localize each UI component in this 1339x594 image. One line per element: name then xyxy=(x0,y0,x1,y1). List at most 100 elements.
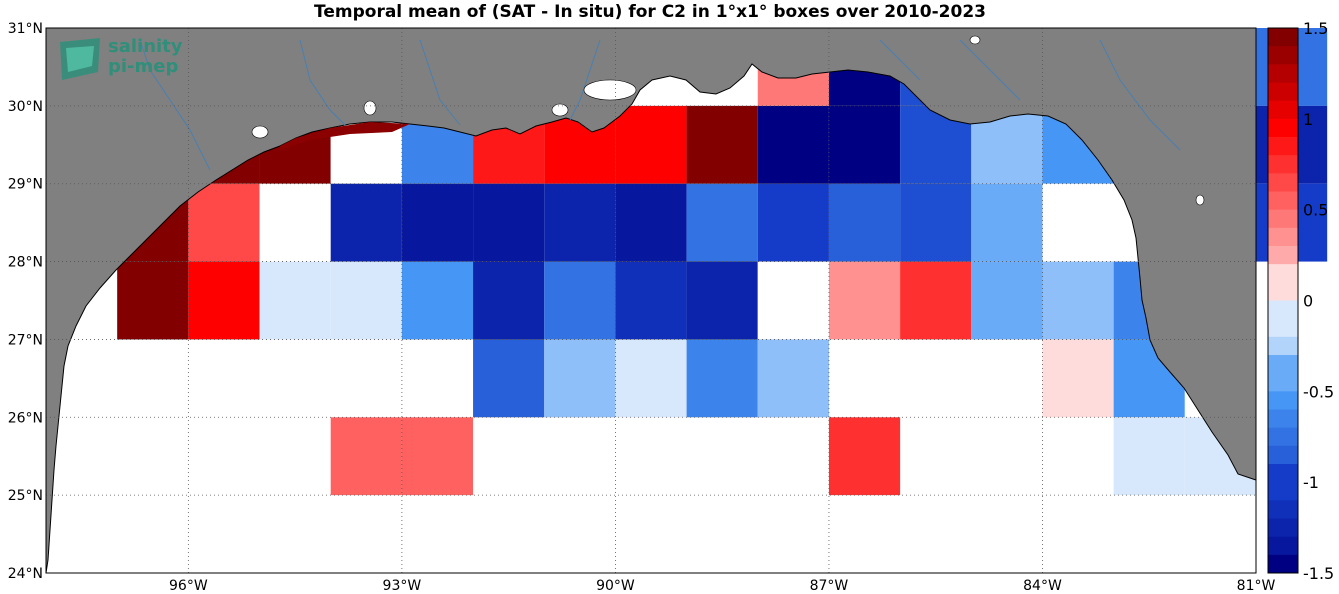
grid-cell xyxy=(1113,417,1185,496)
grid-cell xyxy=(473,183,545,262)
colorbar-block xyxy=(1268,445,1298,465)
logo-line1: salinity xyxy=(108,36,183,57)
grid-cell xyxy=(188,183,260,262)
y-tick-label: 25°N xyxy=(8,488,43,504)
colorbar-block xyxy=(1268,264,1298,283)
x-tick-label: 84°W xyxy=(1023,578,1062,594)
colorbar-tick-labels: 1.5 1 0.5 0 -0.5 -1 -1.5 xyxy=(1303,19,1334,583)
grid-cell xyxy=(544,183,616,262)
grid-cell xyxy=(473,261,545,340)
colorbar-block xyxy=(1268,191,1298,211)
colorbar-block xyxy=(1268,373,1298,392)
grid-cell xyxy=(401,261,474,340)
grid-cell xyxy=(1042,261,1114,340)
colorbar-block xyxy=(1268,500,1298,519)
grid-cell xyxy=(544,339,616,418)
grid-cell xyxy=(401,183,474,262)
colorbar-frame xyxy=(1267,27,1299,574)
salinity-pi-mep-logo: salinity pi-mep xyxy=(60,36,183,80)
y-tick-label: 29°N xyxy=(8,177,43,193)
colorbar-block xyxy=(1268,246,1298,265)
x-tick-label: 90°W xyxy=(596,578,635,594)
grid-cell xyxy=(686,339,758,418)
colorbar-tick-label: -0.5 xyxy=(1303,382,1334,401)
grid-cell xyxy=(473,339,545,418)
grid-cell xyxy=(757,183,829,262)
grid-cell xyxy=(330,183,402,262)
y-tick-label: 31°N xyxy=(8,21,43,37)
colorbar-block xyxy=(1268,300,1298,320)
x-axis-labels: 96°W 93°W 90°W 87°W 84°W 81°W xyxy=(169,578,1275,594)
colorbar-block xyxy=(1268,100,1298,120)
colorbar-block xyxy=(1268,137,1298,156)
coastal-overlay-west xyxy=(280,122,410,150)
grid-cell xyxy=(828,417,901,496)
grid-cell xyxy=(259,183,331,262)
grid-cell xyxy=(686,183,758,262)
rivers xyxy=(139,39,1181,171)
colorbar-block xyxy=(1268,155,1298,174)
grid-cell xyxy=(757,261,829,340)
y-tick-label: 26°N xyxy=(8,410,43,426)
colorbar-block xyxy=(1268,355,1298,374)
grid-cell xyxy=(330,261,402,340)
grid-cell xyxy=(401,417,474,496)
grid-cell xyxy=(757,105,829,184)
y-tick-label: 30°N xyxy=(8,99,43,115)
colorbar-tick-label: -1 xyxy=(1303,473,1319,492)
grid-cell xyxy=(615,339,687,418)
colorbar-tick-label: -1.5 xyxy=(1303,564,1334,583)
colorbar-block xyxy=(1268,318,1298,338)
grid-cell xyxy=(686,261,758,340)
grid-lines xyxy=(46,28,1257,573)
colorbar-block xyxy=(1268,427,1298,447)
colorbar-block xyxy=(1268,118,1298,138)
colorbar-block xyxy=(1268,518,1298,538)
grid-cell xyxy=(330,417,402,496)
grid-cell xyxy=(615,261,687,340)
x-tick-label: 93°W xyxy=(383,578,422,594)
colorbar-tick-label: 0.5 xyxy=(1303,201,1328,220)
y-tick-label: 24°N xyxy=(8,566,43,582)
colorbar-block xyxy=(1268,554,1298,574)
grid-cell xyxy=(117,261,189,340)
grid-cell xyxy=(900,261,972,340)
grid-cell xyxy=(259,261,331,340)
grid-cell xyxy=(971,261,1043,340)
map-frame xyxy=(45,27,1257,574)
x-tick-label: 96°W xyxy=(169,578,208,594)
colorbar-block xyxy=(1268,464,1298,483)
land-mass xyxy=(45,27,1257,574)
colorbar-block xyxy=(1268,209,1298,229)
grid-cell xyxy=(686,105,758,184)
colorbar-block xyxy=(1268,46,1298,65)
colorbar-block xyxy=(1268,227,1298,247)
colorbar-block xyxy=(1268,173,1298,192)
y-tick-label: 27°N xyxy=(8,332,43,348)
colorbar-block xyxy=(1268,28,1298,47)
colorbar: 1.5 1 0.5 0 -0.5 -1 -1.5 xyxy=(1267,19,1334,583)
x-tick-label: 87°W xyxy=(810,578,849,594)
grid-cell xyxy=(828,183,901,262)
colorbar-tick-label: 1 xyxy=(1303,110,1313,129)
colorbar-block xyxy=(1268,64,1298,83)
grid-cell xyxy=(1042,183,1114,262)
grid-cell xyxy=(615,105,687,184)
figure-title: Temporal mean of (SAT - In situ) for C2 … xyxy=(314,2,986,22)
x-tick-label: 81°W xyxy=(1237,578,1276,594)
colorbar-block xyxy=(1268,82,1298,102)
map-area xyxy=(45,27,1328,574)
colorbar-block xyxy=(1268,282,1298,301)
logo-line2: pi-mep xyxy=(108,56,178,77)
colorbar-block xyxy=(1268,409,1298,429)
colorbar-block xyxy=(1268,482,1298,501)
colorbar-blocks xyxy=(1268,28,1298,574)
grid-cell xyxy=(900,183,972,262)
colorbar-block xyxy=(1268,391,1298,410)
grid-cell xyxy=(757,339,829,418)
colorbar-tick-label: 1.5 xyxy=(1303,19,1328,38)
grid-cell xyxy=(544,261,616,340)
y-tick-label: 28°N xyxy=(8,255,43,271)
grid-cell xyxy=(188,261,260,340)
lakes xyxy=(251,35,1205,206)
